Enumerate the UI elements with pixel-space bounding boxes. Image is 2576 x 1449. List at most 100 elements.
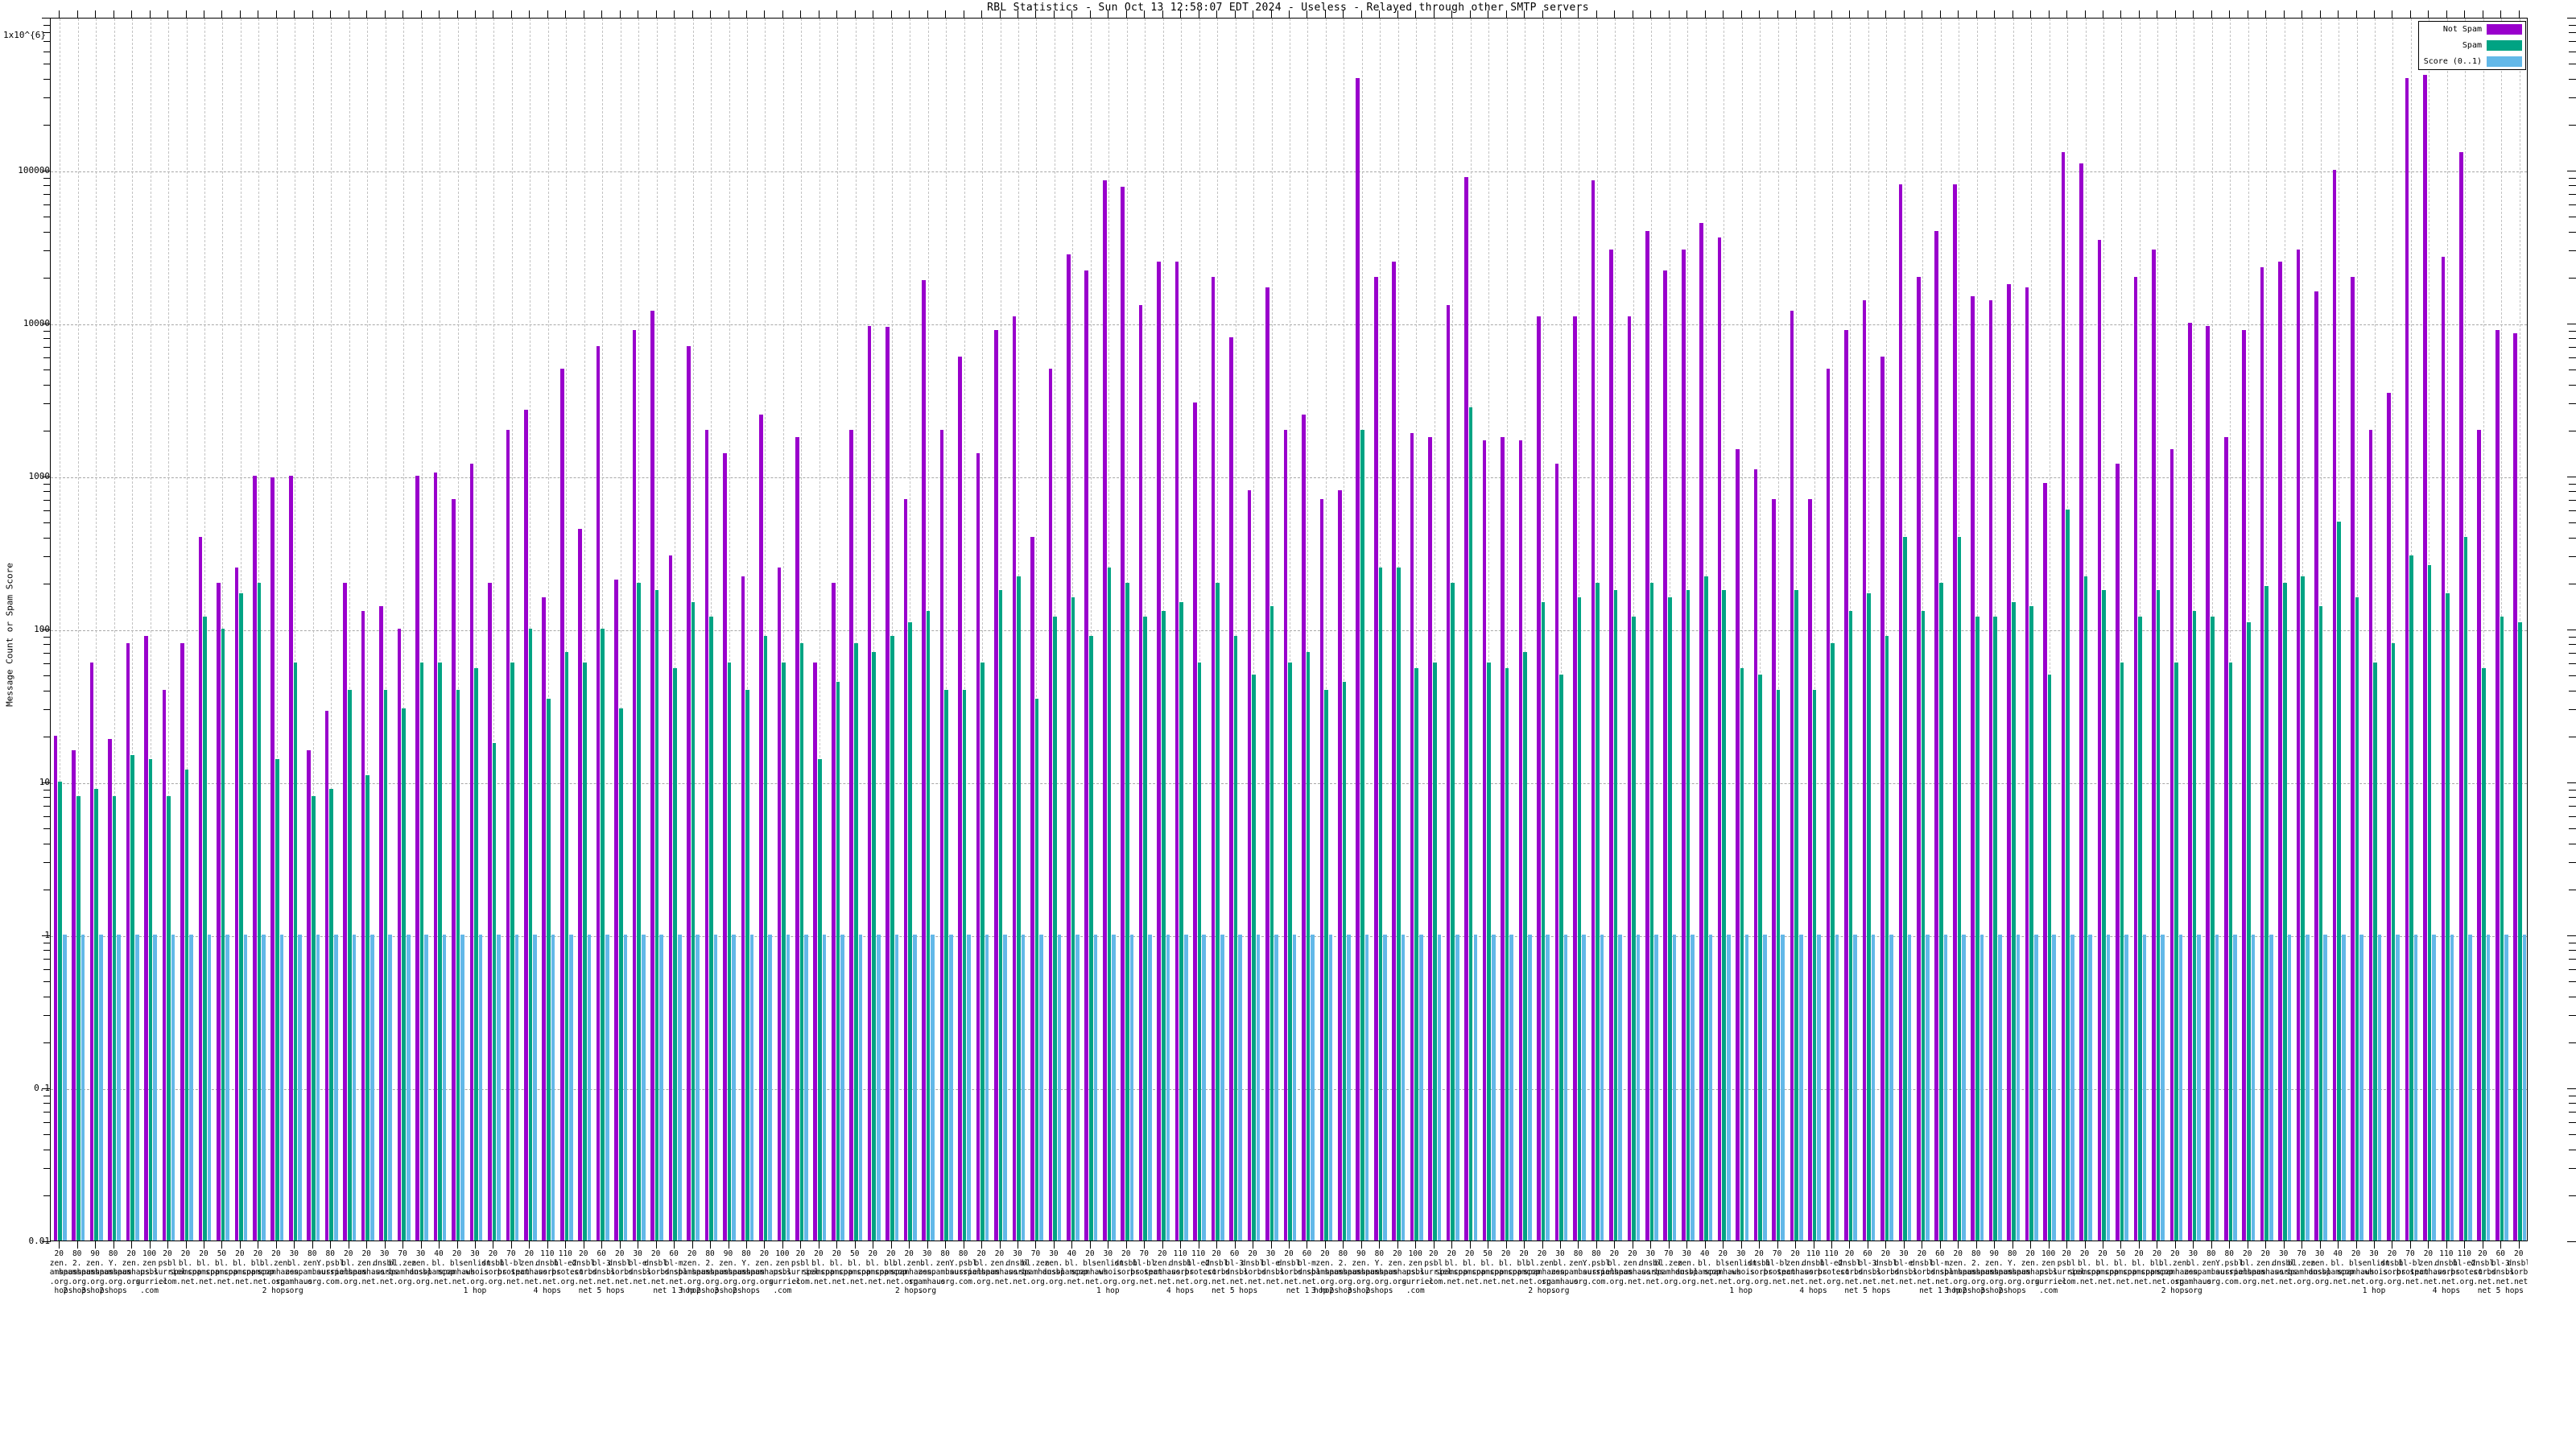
bar-score <box>2504 935 2508 1241</box>
y-tick-minor <box>43 250 51 252</box>
x-tick <box>59 1241 60 1249</box>
y-tick-minor-right <box>2569 500 2576 502</box>
x-tick-label: 20 psbl .surriel .com <box>149 1249 186 1286</box>
bar-group <box>2314 19 2328 1241</box>
bar-score <box>1762 935 1767 1241</box>
bar-not-spam <box>180 643 184 1241</box>
x-tick <box>2211 1241 2212 1249</box>
bar-score <box>985 935 989 1241</box>
x-tick <box>420 1241 422 1249</box>
bar-not-spam <box>1392 262 1397 1241</box>
x-tick <box>836 1241 838 1249</box>
bar-score <box>1817 935 1821 1241</box>
bar-group <box>1826 19 1839 1241</box>
x-tick-label: 40 bl. spamcop .net <box>1688 1249 1721 1286</box>
bar-spam <box>1324 689 1328 1241</box>
y-tick-minor <box>43 483 51 485</box>
y-tick-minor-right <box>2569 24 2576 26</box>
y-tick-minor <box>43 1112 51 1113</box>
bar-not-spam <box>488 582 492 1241</box>
x-tick-label: 100 zen psbl .surriel .com <box>1397 1249 1435 1295</box>
y-tick-minor <box>43 709 51 711</box>
bar-group <box>777 19 791 1241</box>
bar-not-spam <box>144 635 148 1241</box>
legend-swatch-spam <box>2487 40 2522 51</box>
bar-not-spam <box>1609 250 1613 1241</box>
bar-score <box>1998 935 2002 1241</box>
bar-group <box>488 19 501 1241</box>
bar-group <box>1880 19 1893 1241</box>
x-tick-label: 110 bl-e2 .protect .org <box>547 1249 584 1286</box>
x-tick-label: 20 bl. spamcop .net <box>2068 1249 2101 1286</box>
y-axis-right <box>2528 18 2576 1242</box>
bar-not-spam <box>1121 186 1125 1241</box>
x-tick <box>909 1241 910 1249</box>
x-tick-top <box>1614 10 1616 19</box>
y-tick-minor-right <box>2569 828 2576 830</box>
x-tick-top <box>1360 10 1362 19</box>
bar-score <box>1473 935 1478 1241</box>
bar-not-spam <box>1338 490 1342 1241</box>
x-tick <box>474 1241 476 1249</box>
bar-spam <box>1686 589 1690 1241</box>
bar-group <box>1012 19 1026 1241</box>
y-tick-minor-right <box>2569 1042 2576 1043</box>
x-tick-label: 20 bl- spamhaus .net <box>438 1249 476 1286</box>
bar-spam <box>872 652 877 1241</box>
x-tick-top <box>275 10 277 19</box>
bar-group <box>2351 19 2363 1241</box>
y-tick-minor-right <box>2569 1168 2576 1170</box>
y-tick-major-right <box>2567 1088 2576 1089</box>
y-tick-minor <box>43 231 51 233</box>
bar-spam <box>365 775 369 1241</box>
x-tick-top <box>2030 10 2032 19</box>
x-tick-label: 20 bl. spamcop .net <box>223 1249 256 1286</box>
x-tick-top <box>1994 10 1996 19</box>
bar-spam <box>1577 597 1582 1241</box>
bar-score <box>2377 935 2382 1241</box>
bar-group <box>994 19 1007 1241</box>
bar-spam <box>1451 582 1455 1241</box>
bar-not-spam <box>1229 337 1233 1241</box>
bar-score <box>2215 935 2219 1241</box>
x-tick <box>2428 1241 2429 1249</box>
bar-group <box>886 19 899 1241</box>
y-tick-minor-right <box>2569 950 2576 952</box>
x-tick-label: 70 bl.zen .spamhaus .org <box>1648 1249 1690 1286</box>
x-tick <box>1053 1241 1055 1249</box>
x-tick-top <box>1379 10 1381 19</box>
y-tick-minor <box>43 981 51 983</box>
bar-spam <box>890 635 894 1241</box>
bar-spam <box>1071 597 1075 1241</box>
bar-not-spam <box>614 579 618 1241</box>
x-tick <box>402 1241 404 1249</box>
x-tick-label: 20 zen. spamhaus .org <box>1378 1249 1416 1286</box>
bar-not-spam <box>72 750 76 1241</box>
bar-spam <box>1378 568 1383 1241</box>
x-axis-ticks <box>50 1241 2528 1251</box>
x-tick-label: 100 zen psbl .surriel .com <box>764 1249 801 1295</box>
y-tick-minor-right <box>2569 384 2576 386</box>
y-tick-minor-right <box>2569 1015 2576 1017</box>
x-tick-top <box>547 10 548 19</box>
bar-group <box>759 19 772 1241</box>
y-tick-minor <box>43 32 51 34</box>
x-tick-top <box>221 10 223 19</box>
y-tick-minor <box>43 500 51 502</box>
bar-spam <box>1053 616 1057 1241</box>
bar-spam <box>2011 601 2016 1241</box>
y-tick-minor <box>43 1042 51 1043</box>
bar-spam <box>1233 635 1238 1241</box>
x-tick <box>1740 1241 1742 1249</box>
bar-score <box>533 935 537 1241</box>
y-tick-minor <box>43 403 51 405</box>
bar-score <box>642 935 646 1241</box>
bar-score <box>2341 935 2346 1241</box>
bar-group <box>89 19 103 1241</box>
bar-score <box>1600 935 1604 1241</box>
x-tick <box>1759 1241 1761 1249</box>
bar-spam <box>1342 681 1347 1241</box>
x-tick-top <box>1270 10 1272 19</box>
x-tick-top <box>2518 10 2520 19</box>
bar-group <box>1067 19 1080 1241</box>
